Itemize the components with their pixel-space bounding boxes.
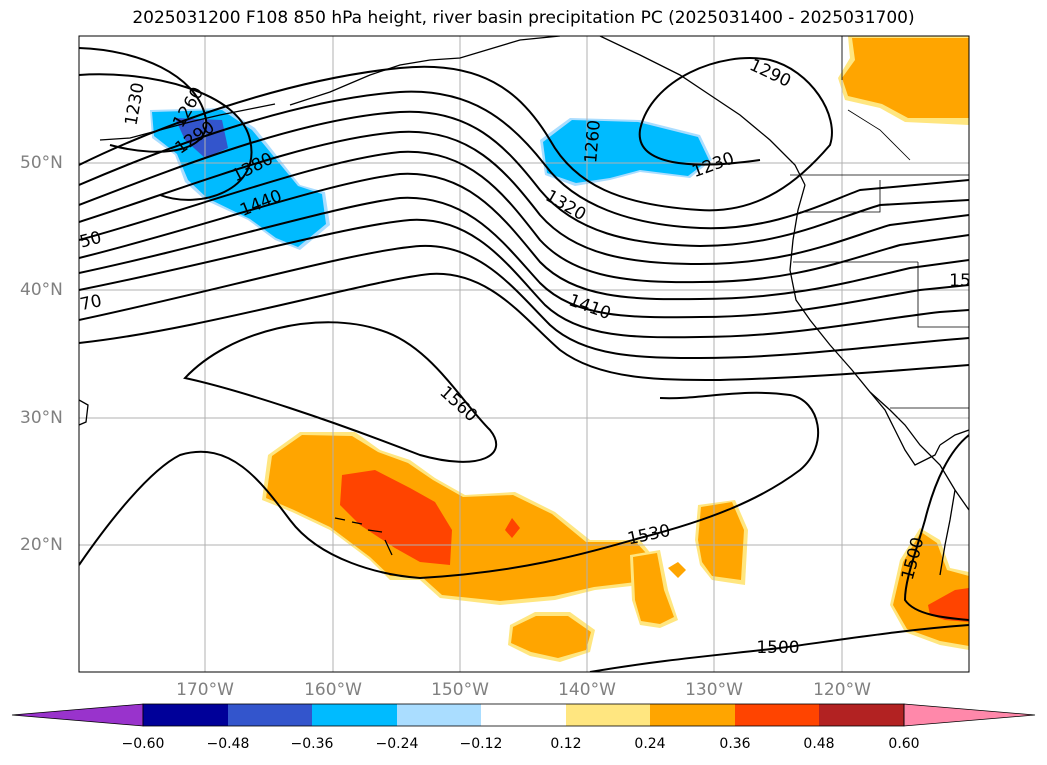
contour-3 (79, 90, 969, 230)
contour-8 (79, 196, 969, 319)
contour-1230-w (79, 47, 208, 153)
coastline-mexico-lower (939, 489, 956, 576)
colorbar-tick-2: −0.48 (206, 736, 250, 752)
contour-label-70: 70 (78, 291, 103, 315)
lat-label-30n: 30°N (20, 408, 63, 428)
colorbar-bin-4 (397, 704, 481, 726)
lon-label-170w: 170°W (176, 680, 234, 700)
negative-region-goa-core (543, 120, 709, 183)
coastline-baja (869, 391, 941, 466)
coastline-bc (599, 36, 806, 186)
positive-region-dot (668, 562, 686, 578)
map-border (78, 35, 970, 673)
contour-label-15: 15 (949, 271, 971, 291)
positive-region-spur-core (633, 553, 674, 624)
contour-label-1260-goa: 1260 (581, 119, 605, 164)
contour-2 (79, 57, 833, 212)
lon-label-130w: 130°W (685, 680, 743, 700)
colorbar-bin-7 (650, 704, 735, 726)
colorbar-tick-1: −0.60 (121, 736, 165, 752)
colorbar-tick-7: 0.24 (634, 736, 666, 752)
colorbar-tick-6: 0.12 (550, 736, 582, 752)
colorbar-bin-6 (566, 704, 650, 726)
chart-title: 2025031200 F108 850 hPa height, river ba… (132, 8, 915, 28)
colorbar-extend-high (903, 703, 1036, 727)
map-panel: 1230 1260 1290 1380 1440 50 70 1260 1230… (78, 36, 971, 672)
colorbar-bin-5 (481, 704, 566, 726)
coastlines (79, 36, 969, 576)
colorbar-extend-low (11, 703, 144, 727)
positive-region-130w-core (698, 502, 744, 580)
contour-11 (79, 272, 969, 382)
positive-region-se-strong (928, 588, 969, 622)
lon-label-140w: 140°W (558, 680, 616, 700)
colorbar-tick-9: 0.48 (803, 736, 835, 752)
contour-1 (79, 73, 253, 201)
colorbar-bin-8 (735, 704, 819, 726)
lat-label-40n: 40°N (20, 280, 63, 300)
colorbar-tick-5: −0.12 (459, 736, 503, 752)
hawaii-islands (334, 517, 393, 556)
contour-7 (79, 172, 969, 301)
positive-region-central-small (505, 518, 520, 538)
coastline-alaska (289, 36, 561, 106)
colorbar-tick-4: −0.24 (375, 736, 419, 752)
contour-1530 (79, 391, 819, 580)
colorbar-bin-3 (312, 704, 397, 726)
height-contours (79, 47, 969, 672)
contour-10 (79, 244, 969, 360)
positive-region-central-strong (340, 470, 452, 565)
border-ca-nv (917, 262, 969, 328)
colorbar-bin-1 (143, 704, 228, 726)
contour-5 (79, 130, 969, 266)
borders (790, 36, 969, 409)
contour-1500-south (589, 624, 969, 672)
lat-label-20n: 20°N (20, 535, 63, 555)
lon-label-150w: 150°W (431, 680, 489, 700)
positive-region-south-core (511, 616, 591, 658)
lat-label-50n: 50°N (20, 153, 63, 173)
border-ne-corner (841, 36, 911, 161)
contour-9 (79, 218, 969, 339)
colorbar-tick-10: 0.60 (888, 736, 920, 752)
colorbar-tick-3: −0.36 (290, 736, 334, 752)
colorbar-tick-8: 0.36 (719, 736, 751, 752)
contour-6 (79, 150, 969, 284)
positive-region-ne-core (842, 38, 969, 118)
coastline-wa-or-ca (789, 184, 969, 511)
border-wa-or (800, 180, 881, 213)
colorbar-bin-2 (228, 704, 312, 726)
contour-label-1500-south: 1500 (756, 638, 799, 658)
lon-label-120w: 120°W (813, 680, 871, 700)
colorbar (11, 703, 1036, 727)
coastline-aleutians (99, 103, 276, 141)
contour-4 (79, 110, 969, 248)
contour-1500-se (903, 434, 969, 621)
coastline-mexico (939, 429, 969, 446)
colorbar-outline (142, 703, 905, 727)
colorbar-bin-9 (819, 704, 904, 726)
coastline-west-edge (79, 399, 89, 426)
contour-1560 (183, 321, 497, 463)
lon-label-160w: 160°W (304, 680, 362, 700)
